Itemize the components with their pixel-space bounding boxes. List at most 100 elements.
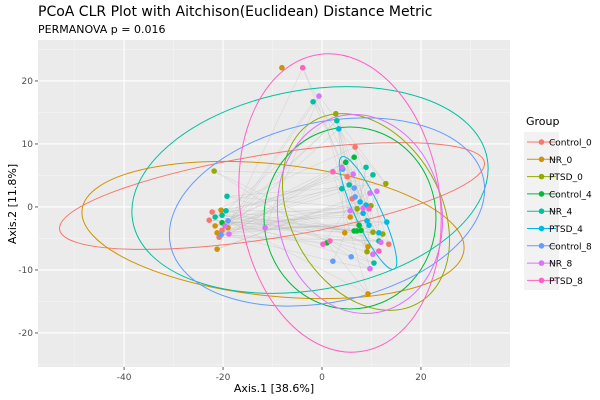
pair-line	[222, 216, 351, 224]
ellipses	[59, 53, 489, 353]
point-nr-0	[347, 214, 353, 220]
confidence-ellipse-nr-4	[131, 86, 489, 294]
point-nr-0	[279, 64, 285, 71]
legend-key-point	[538, 191, 545, 197]
pair-line	[332, 171, 369, 294]
pair-line	[345, 162, 353, 199]
point-nr-0	[341, 229, 348, 236]
point-ptsd-0	[370, 229, 376, 235]
point-nr-4	[363, 164, 369, 171]
pair-line	[225, 176, 348, 212]
point-nr-8	[374, 188, 380, 195]
confidence-ellipse-nr-0	[81, 160, 465, 300]
pair-line	[359, 167, 367, 202]
pair-line	[222, 222, 381, 243]
point-ptsd-0	[354, 206, 360, 212]
pair-line	[221, 209, 364, 214]
pair-line	[227, 120, 338, 222]
point-nr-4	[338, 185, 345, 192]
point-nr-4	[370, 172, 376, 178]
pair-line	[329, 240, 375, 264]
pair-line	[338, 128, 344, 170]
grid-lines	[38, 40, 510, 367]
point-ptsd-4	[360, 210, 366, 217]
x-tick-label: 0	[319, 373, 325, 383]
confidence-ellipse-control-8	[168, 117, 486, 307]
point-ptsd-4	[366, 222, 372, 229]
points	[206, 64, 392, 297]
legend-key-point	[538, 225, 545, 232]
pair-line	[216, 67, 303, 250]
legend-key-point	[538, 173, 545, 180]
pair-line	[216, 196, 356, 250]
legend-title: Group	[526, 115, 560, 128]
pair-line	[346, 176, 368, 252]
pair-line	[353, 157, 382, 243]
pair-line	[329, 232, 379, 242]
pair-line	[302, 67, 370, 209]
legend-label: NR_4	[549, 208, 572, 218]
pair-line	[218, 101, 314, 238]
point-nr-0	[218, 207, 224, 213]
pair-line	[264, 95, 320, 228]
pair-line	[209, 219, 345, 234]
point-ptsd-4	[376, 229, 382, 236]
pair-line	[213, 170, 371, 269]
pair-line	[221, 222, 324, 245]
point-control-8	[352, 194, 358, 200]
point-nr-8	[378, 239, 384, 246]
legend-key-point	[538, 260, 545, 266]
point-ptsd-8	[366, 206, 372, 212]
confidence-ellipse-control-4	[263, 126, 437, 310]
legend-key-point	[538, 208, 545, 214]
x-tick-label: -40	[117, 373, 132, 383]
point-nr-0	[365, 243, 371, 250]
point-ptsd-8	[330, 168, 336, 175]
point-ptsd-8	[327, 238, 333, 244]
point-control-4	[351, 154, 357, 160]
point-ptsd-0	[333, 110, 339, 117]
axes: -40 -20 0 20 -20 -10 0 10 20	[18, 77, 427, 383]
pair-line	[221, 234, 379, 242]
legend-label: Control_8	[549, 242, 592, 252]
pair-line	[265, 224, 370, 229]
point-nr-8	[226, 231, 232, 237]
point-nr-0	[365, 291, 371, 297]
point-nr-0	[212, 223, 218, 229]
point-control-0	[352, 144, 358, 150]
point-ptsd-0	[383, 180, 389, 187]
point-ptsd-4	[384, 219, 390, 225]
pair-line	[376, 191, 380, 233]
pair-line	[221, 220, 368, 235]
point-ptsd-0	[211, 168, 217, 174]
point-control-0	[209, 209, 215, 215]
pair-line	[227, 95, 320, 228]
point-nr-8	[350, 171, 356, 178]
pair-line	[217, 232, 333, 262]
pair-line	[346, 176, 367, 206]
point-nr-8	[367, 190, 373, 196]
legend-label: Control_0	[549, 139, 592, 149]
point-nr-4	[224, 193, 230, 200]
legend: Group Control_0 NR_0 PTSD_0 Control_4 NR_4 PT…	[524, 115, 592, 290]
confidence-ellipse-ptsd-8	[238, 53, 442, 353]
point-control-0	[385, 241, 392, 247]
point-control-8	[330, 258, 336, 264]
pair-line	[332, 174, 374, 262]
plot-panel	[38, 40, 510, 367]
point-ptsd-8	[299, 64, 306, 71]
point-nr-8	[316, 93, 322, 99]
point-nr-4	[212, 214, 218, 220]
confidence-ellipse-ptsd-0	[281, 113, 451, 311]
point-control-4	[342, 159, 349, 166]
point-ptsd-8	[376, 248, 382, 254]
pair-line	[227, 128, 340, 228]
pair-line	[221, 188, 342, 211]
y-axis-label: Axis.2 [11.8%]	[6, 164, 19, 244]
pair-line	[354, 147, 390, 245]
point-ptsd-4	[357, 199, 363, 205]
point-control-8	[351, 185, 357, 191]
pair-line	[214, 170, 354, 175]
point-nr-4	[310, 98, 316, 105]
pair-line	[353, 208, 370, 232]
